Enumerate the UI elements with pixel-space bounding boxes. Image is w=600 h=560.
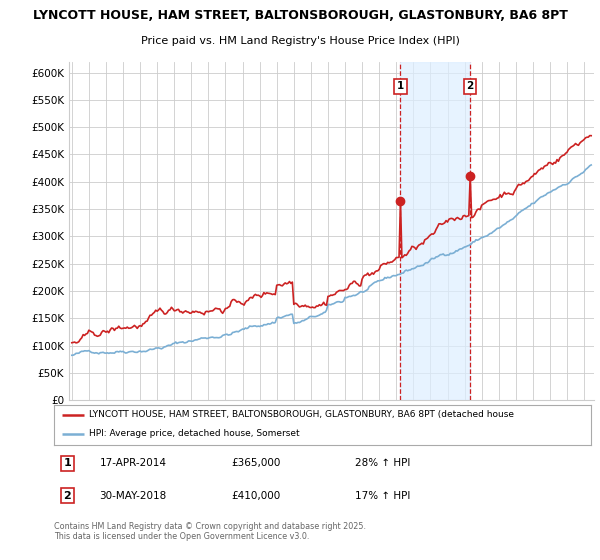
- Text: Price paid vs. HM Land Registry's House Price Index (HPI): Price paid vs. HM Land Registry's House …: [140, 36, 460, 46]
- Text: £365,000: £365,000: [231, 459, 281, 468]
- Text: 17-APR-2014: 17-APR-2014: [100, 459, 167, 468]
- Text: 2: 2: [467, 81, 474, 91]
- Text: 1: 1: [64, 459, 71, 468]
- Text: 17% ↑ HPI: 17% ↑ HPI: [355, 491, 410, 501]
- Text: LYNCOTT HOUSE, HAM STREET, BALTONSBOROUGH, GLASTONBURY, BA6 8PT (detached house: LYNCOTT HOUSE, HAM STREET, BALTONSBOROUG…: [89, 410, 514, 419]
- Text: HPI: Average price, detached house, Somerset: HPI: Average price, detached house, Some…: [89, 430, 299, 438]
- Text: 28% ↑ HPI: 28% ↑ HPI: [355, 459, 410, 468]
- Text: 1: 1: [397, 81, 404, 91]
- Text: 2: 2: [64, 491, 71, 501]
- Text: LYNCOTT HOUSE, HAM STREET, BALTONSBOROUGH, GLASTONBURY, BA6 8PT: LYNCOTT HOUSE, HAM STREET, BALTONSBOROUG…: [32, 9, 568, 22]
- Bar: [400, 62, 470, 400]
- Text: £410,000: £410,000: [231, 491, 280, 501]
- Text: 30-MAY-2018: 30-MAY-2018: [100, 491, 167, 501]
- Text: Contains HM Land Registry data © Crown copyright and database right 2025.
This d: Contains HM Land Registry data © Crown c…: [54, 522, 366, 542]
